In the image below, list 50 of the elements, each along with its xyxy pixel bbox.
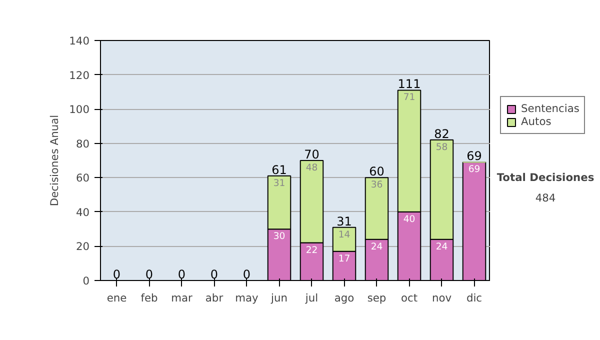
total-label: 0 xyxy=(242,268,251,282)
data-label: 24 xyxy=(370,241,383,252)
y-tick-label: 40 xyxy=(76,206,90,219)
x-tick-label: dic xyxy=(466,292,482,304)
data-label: 22 xyxy=(306,244,318,256)
total-label: 0 xyxy=(145,268,154,282)
data-label: 36 xyxy=(370,180,383,191)
y-tick-label: 120 xyxy=(69,68,90,82)
total-label: 0 xyxy=(178,268,186,282)
x-tick-label: nov xyxy=(432,292,452,304)
y-tick-label: 80 xyxy=(76,137,90,150)
data-label: 30 xyxy=(273,231,286,242)
x-tick-label: jul xyxy=(304,292,318,304)
total-label: 69 xyxy=(466,149,482,164)
x-tick-label: mar xyxy=(171,292,194,304)
data-label: 71 xyxy=(403,92,416,104)
total-label: 0 xyxy=(112,268,121,282)
legend-label: Autos xyxy=(521,115,552,128)
total-label: 82 xyxy=(434,126,450,141)
data-label: 40 xyxy=(403,214,416,225)
total-label: 111 xyxy=(398,77,421,92)
data-label: 48 xyxy=(306,162,318,174)
total-label: 61 xyxy=(272,162,287,177)
x-tick-label: ene xyxy=(106,292,127,304)
y-axis-title: Decisiones Anual xyxy=(48,114,62,206)
y-tick-label: 0 xyxy=(82,274,90,288)
total-label: 31 xyxy=(336,214,352,228)
total-label: 70 xyxy=(304,148,320,162)
total-label: 0 xyxy=(210,268,218,282)
text: Total Decisiones xyxy=(496,171,594,184)
y-tick-label: 60 xyxy=(76,172,90,185)
y-tick-label: 20 xyxy=(76,240,90,254)
text: 484 xyxy=(535,192,556,204)
y-tick-label: 140 xyxy=(69,34,90,48)
x-tick-label: abr xyxy=(205,292,224,304)
data-label: 24 xyxy=(436,241,448,252)
data-label: 31 xyxy=(273,178,286,189)
legend-label: Sentencias xyxy=(521,102,580,115)
x-tick-label: may xyxy=(235,292,258,304)
data-label: 69 xyxy=(468,164,480,176)
x-tick-label: sep xyxy=(367,292,386,304)
x-tick-label: ago xyxy=(334,292,354,304)
y-tick-label: 100 xyxy=(69,103,90,116)
x-tick-label: feb xyxy=(140,292,158,304)
data-label: 58 xyxy=(436,142,448,153)
total-label: 60 xyxy=(369,164,384,179)
data-label: 14 xyxy=(338,229,350,240)
x-tick-label: oct xyxy=(400,292,418,304)
x-tick-label: jun xyxy=(270,292,288,304)
data-label: 17 xyxy=(338,253,350,264)
